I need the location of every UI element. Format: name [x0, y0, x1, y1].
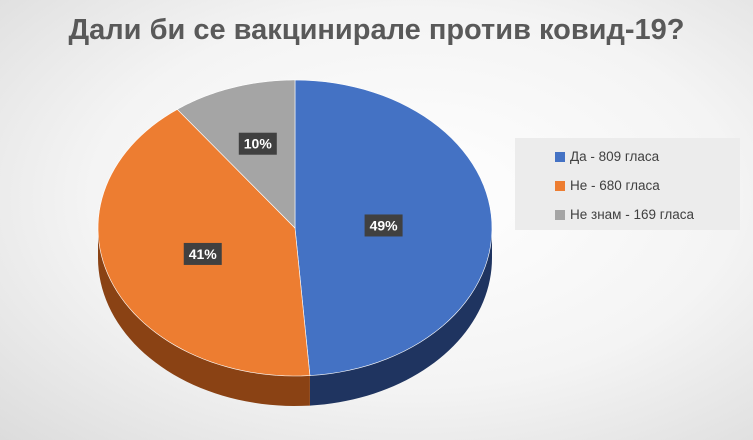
data-label-box	[183, 242, 222, 265]
data-label-box	[364, 214, 403, 237]
data-label: 10%	[244, 136, 273, 152]
pie-slice	[176, 79, 296, 229]
legend-item: Не знам - 169 гласа	[515, 200, 740, 229]
legend-item: Не - 680 гласа	[515, 171, 740, 200]
data-label: 49%	[370, 217, 399, 233]
legend-label: Да - 809 гласа	[570, 149, 660, 164]
pie-slice	[97, 108, 311, 377]
legend-label: Не знам - 169 гласа	[570, 207, 694, 222]
legend-label: Не - 680 гласа	[570, 178, 660, 193]
data-label: 41%	[189, 246, 218, 262]
legend-swatch	[555, 151, 565, 162]
pie-slice-side	[309, 228, 492, 406]
chart-title: Дали би се вакцинирале против ковид-19?	[68, 14, 685, 46]
legend-swatch	[555, 209, 565, 220]
legend-swatch	[555, 180, 565, 191]
pie-slice-side	[98, 228, 310, 406]
legend: Да - 809 гласа Не - 680 гласа Не знам - …	[515, 138, 740, 230]
data-label-box	[238, 132, 277, 155]
legend-item: Да - 809 гласа	[515, 142, 740, 171]
